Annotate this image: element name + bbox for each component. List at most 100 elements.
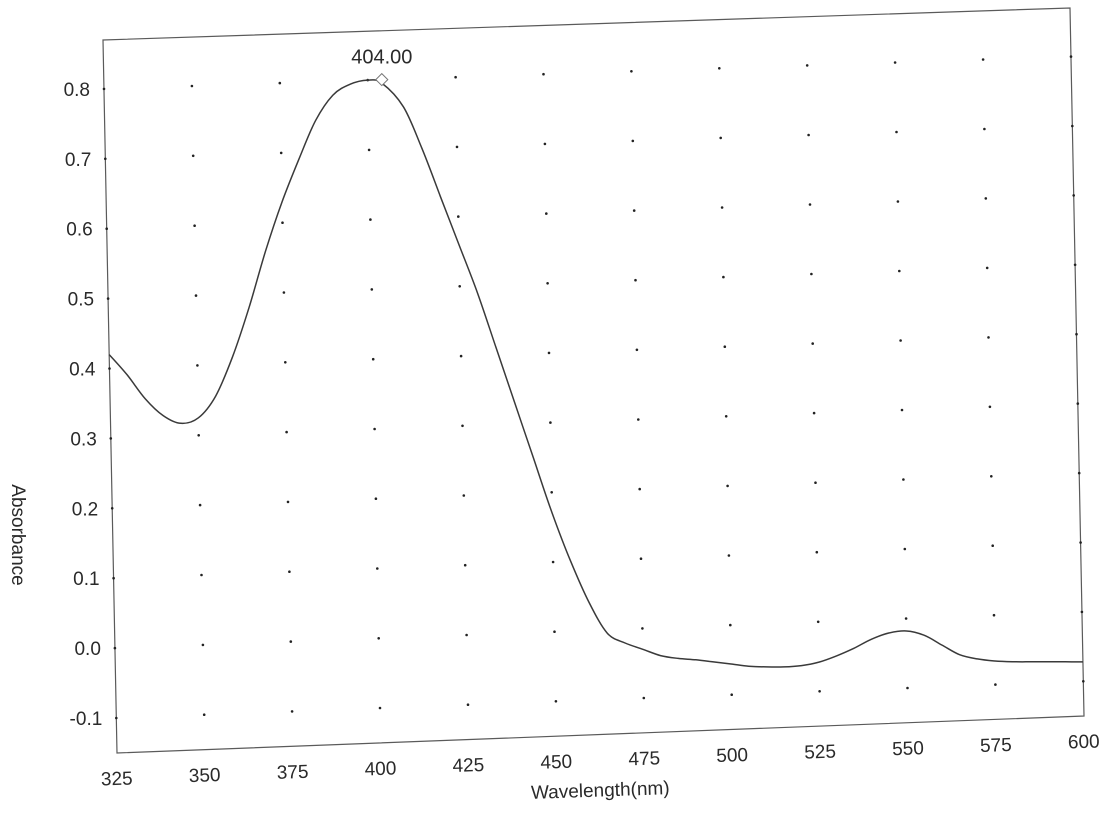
x-tick-label: 325 — [101, 768, 133, 790]
x-tick-label: 350 — [188, 765, 220, 787]
grid-dot — [807, 133, 810, 137]
grid-dot — [992, 613, 996, 617]
plot-border — [102, 7, 1085, 754]
grid-dot — [454, 75, 457, 79]
grid-dot — [378, 706, 382, 710]
y-tick-label: 0.7 — [65, 150, 91, 171]
grid-dot — [719, 136, 722, 140]
grid-dot — [632, 209, 636, 212]
grid-dot — [893, 61, 897, 64]
grid-dot — [811, 342, 814, 345]
grid-dot — [722, 275, 725, 279]
grid-dot — [1072, 194, 1075, 197]
grid-dot — [113, 646, 117, 650]
grid-dot — [805, 64, 809, 67]
grid-dot — [551, 560, 555, 564]
grid-dot — [896, 200, 900, 203]
grid-dot — [193, 224, 196, 227]
grid-dot — [899, 339, 902, 342]
plot-frame — [102, 7, 1085, 754]
grid-dot — [542, 72, 545, 76]
grid-dot — [730, 693, 733, 696]
grid-dot — [1079, 541, 1082, 544]
grid-dot — [547, 351, 551, 355]
grid-dot — [458, 285, 462, 288]
grid-dot — [455, 145, 459, 149]
grid-dot — [635, 348, 639, 352]
absorbance-line-series-0 — [108, 79, 1083, 668]
grid-dot — [196, 364, 199, 367]
grid-dot — [105, 227, 108, 230]
grid-dot — [546, 282, 549, 285]
grid-dot — [639, 557, 643, 560]
grid-dot — [902, 478, 905, 481]
grid-dot — [197, 434, 200, 437]
grid-dot — [903, 547, 907, 551]
grid-dot — [110, 507, 114, 510]
y-axis-ticks: -0.1 0.0 0.1 0.2 0.3 0.4 0.5 0.6 0.7 0.8 — [64, 80, 103, 730]
grid-dot — [457, 215, 460, 218]
grid-dot — [906, 686, 909, 690]
grid-dot — [279, 151, 283, 155]
grid-dot — [369, 218, 372, 221]
grid-dot — [104, 157, 107, 161]
x-axis-ticks: 325 350 375 400 425 450 475 500 525 550 575 600 — [101, 731, 1100, 790]
grid-dot — [109, 437, 113, 440]
x-tick-label: 450 — [540, 752, 572, 774]
grid-dot — [981, 58, 985, 61]
grid-dot — [1075, 332, 1078, 336]
grid-dot — [815, 550, 819, 554]
grid-dot — [550, 491, 553, 494]
grid-dot — [727, 554, 731, 557]
grid-dot — [1077, 471, 1081, 475]
grid-dot — [642, 696, 646, 700]
annotation-layer: 404.00 — [351, 47, 412, 87]
x-tick-label: 425 — [452, 755, 484, 777]
grid-dot — [898, 269, 901, 273]
grid-dot — [904, 617, 908, 620]
grid-dot — [724, 415, 728, 418]
y-tick-label: 0.2 — [72, 499, 98, 520]
grid-dot — [1076, 402, 1080, 405]
grid-dot — [1069, 55, 1073, 58]
grid-dot — [720, 206, 724, 209]
grid-dot — [202, 713, 206, 716]
grid-dot — [290, 710, 294, 713]
grid-dot — [549, 421, 552, 424]
grid-dot — [723, 345, 727, 349]
grid-dot — [463, 563, 467, 567]
grid-dot — [1082, 680, 1085, 683]
grid-dot — [102, 87, 106, 91]
grid-dot — [1071, 124, 1074, 128]
grid-dot — [288, 570, 291, 573]
grid-dot — [191, 154, 195, 158]
grid-dot — [994, 683, 997, 686]
y-tick-label: 0.6 — [66, 220, 92, 241]
y-axis-title: Absorbance — [7, 484, 28, 585]
grid-dot — [985, 266, 989, 270]
grid-dot — [812, 411, 816, 415]
grid-dot — [374, 497, 378, 501]
grid-dot — [816, 620, 820, 624]
grid-dot — [983, 127, 986, 131]
grid-dot — [373, 427, 376, 431]
grid-dot — [810, 272, 813, 276]
grid-dot — [462, 494, 466, 497]
grid-dot — [461, 424, 464, 428]
x-tick-label: 525 — [804, 742, 836, 764]
grid-dot — [286, 500, 290, 504]
grid-dot — [285, 430, 288, 434]
grid-dot — [987, 336, 990, 339]
y-tick-label: 0.1 — [73, 569, 99, 590]
grid-dot — [284, 361, 287, 364]
grid-dot — [895, 130, 898, 134]
grid-dot — [718, 67, 721, 70]
grid-dot — [278, 81, 282, 85]
grid-dot — [108, 367, 111, 370]
x-tick-label: 400 — [364, 758, 396, 780]
grid-dot — [630, 70, 633, 73]
grid-dot — [545, 212, 548, 215]
grid-dot — [900, 408, 904, 412]
grid-dot — [631, 139, 635, 143]
y-tick-label: 0.8 — [64, 80, 90, 101]
